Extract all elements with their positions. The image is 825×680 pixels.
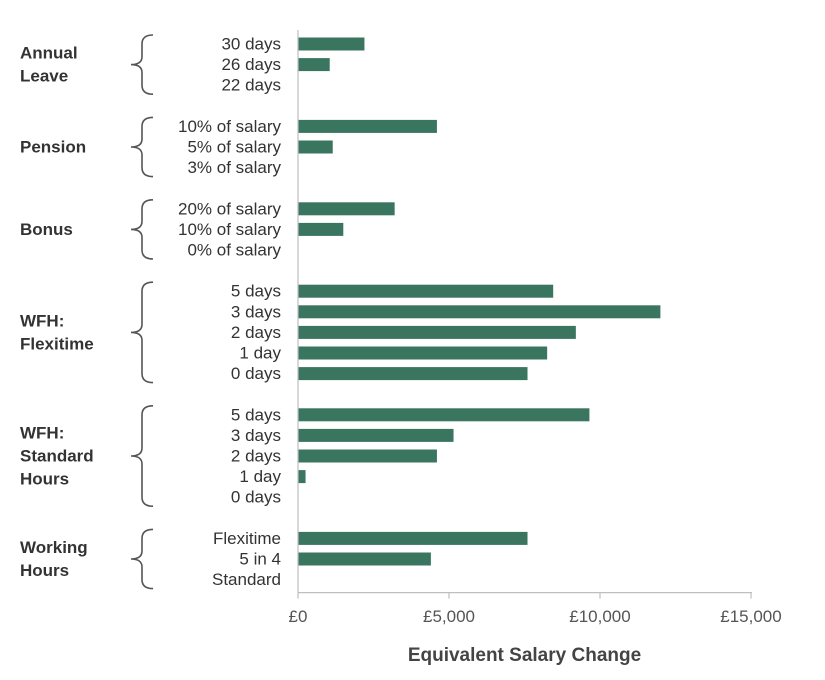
category-label: 0 days [231, 488, 281, 507]
bar [298, 325, 576, 339]
category-label: 5% of salary [187, 138, 281, 157]
bar [298, 531, 528, 545]
category-label: 1 day [239, 344, 281, 363]
bar [298, 37, 365, 51]
bar [298, 140, 333, 154]
group-label: Working [20, 538, 88, 557]
group-label: Flexitime [20, 334, 94, 353]
x-tick-label: £5,000 [423, 607, 475, 626]
category-label: Standard [212, 570, 281, 589]
bar [298, 202, 395, 216]
group-label: Annual [20, 44, 78, 63]
category-label: 0% of salary [187, 241, 281, 260]
bar [298, 222, 344, 236]
x-axis: £0 £5,000 £10,000 £15,000 Equivalent Salary … [289, 30, 782, 666]
bar [298, 552, 431, 566]
group-brace [130, 199, 154, 260]
group-label: Hours [20, 561, 69, 580]
category-label: 30 days [221, 35, 281, 54]
group-brace [130, 528, 154, 590]
category-label: 5 in 4 [239, 550, 281, 569]
group-label: Hours [20, 470, 69, 489]
category-label: 10% of salary [178, 220, 281, 239]
group-labels: Annual Leave Pension Bonus WFH: Flexitime WFH:… [20, 34, 154, 590]
group-label: Bonus [20, 220, 73, 239]
category-label: 2 days [231, 323, 281, 342]
group-brace [130, 34, 154, 95]
category-label: Flexitime [213, 529, 281, 548]
group-brace [130, 281, 154, 384]
bar [298, 428, 454, 442]
group-label: Standard [20, 447, 94, 466]
group-label: Leave [20, 67, 68, 86]
bar [298, 346, 548, 360]
bar [298, 449, 437, 463]
category-label: 3% of salary [187, 158, 281, 177]
group-label: WFH: [20, 424, 64, 443]
category-label: 3 days [231, 426, 281, 445]
category-label: 0 days [231, 364, 281, 383]
bar [298, 119, 437, 133]
bar [298, 470, 306, 484]
group-brace [130, 116, 154, 178]
bar [298, 58, 330, 72]
category-label: 26 days [221, 55, 281, 74]
x-axis-title: Equivalent Salary Change [408, 645, 641, 666]
bars [298, 37, 661, 566]
category-label: 5 days [231, 405, 281, 424]
x-tick-label: £15,000 [720, 607, 781, 626]
category-label: 5 days [231, 282, 281, 301]
category-label: 22 days [221, 76, 281, 95]
group-brace [130, 405, 154, 507]
group-label: Pension [20, 138, 86, 157]
x-tick-label: £0 [289, 607, 308, 626]
bar [298, 408, 590, 422]
bar [298, 284, 554, 298]
category-label: 1 day [239, 467, 281, 486]
bar [298, 367, 528, 381]
category-label: 20% of salary [178, 199, 281, 218]
category-label: 2 days [231, 447, 281, 466]
x-tick-label: £10,000 [569, 607, 630, 626]
bar [298, 305, 661, 319]
category-label: 10% of salary [178, 117, 281, 136]
category-label: 3 days [231, 302, 281, 321]
group-label: WFH: [20, 311, 64, 330]
